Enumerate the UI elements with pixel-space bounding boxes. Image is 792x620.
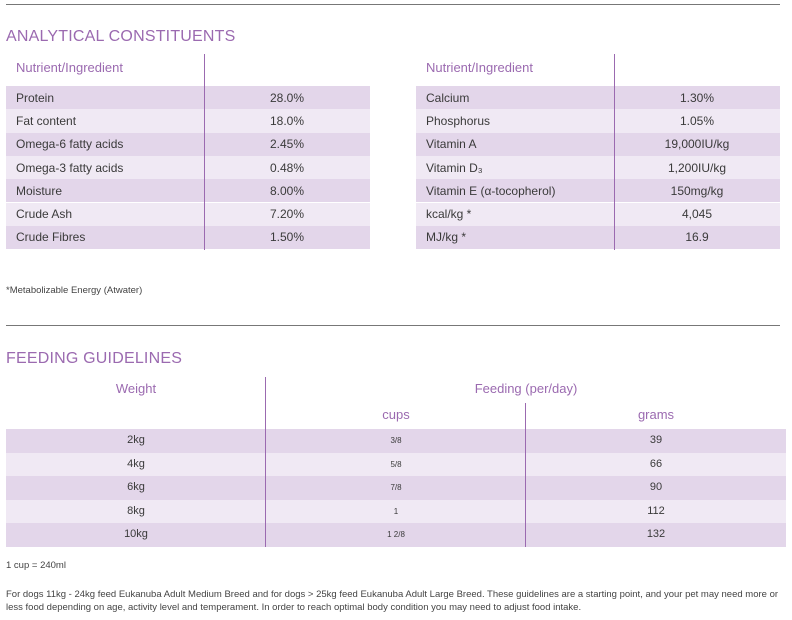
cups-header: cups	[382, 407, 410, 422]
energy-footnote: *Metabolizable Energy (Atwater)	[6, 285, 143, 296]
table-row: 4kg 5/8 66	[6, 452, 786, 477]
nutrient-value: 1.50%	[269, 230, 305, 245]
cups-cell: 3/8	[390, 436, 402, 445]
feeding-advice-paragraph: For dogs 11kg - 24kg feed Eukanuba Adult…	[6, 589, 779, 613]
nutrient-value: 0.48%	[269, 160, 305, 175]
right-table-header: Nutrient/Ingredient	[416, 54, 780, 86]
table-row: Vitamin A 19,000IU/kg	[416, 132, 780, 156]
nutrient-value: 150mg/kg	[670, 183, 724, 198]
nutrient-name: Crude Fibres	[16, 230, 86, 245]
weight-cell: 2kg	[127, 434, 145, 446]
table-row: Crude Ash 7.20%	[6, 202, 370, 226]
nutrient-name: Crude Ash	[16, 207, 73, 222]
grams-cell: 39	[649, 434, 663, 446]
table-row: 2kg 3/8 39	[6, 429, 786, 453]
nutrient-value: 1.30%	[679, 90, 715, 105]
analytical-title: ANALYTICAL CONSTITUENTS	[6, 28, 236, 45]
table-row: Vitamin D₃ 1,200IU/kg	[416, 155, 780, 180]
nutrient-value: 8.00%	[269, 183, 305, 198]
table-row: Phosphorus 1.05%	[416, 109, 780, 133]
table-row: Protein 28.0%	[6, 86, 370, 110]
nutrient-value: 1,200IU/kg	[667, 160, 727, 175]
nutrient-value: 16.9	[685, 230, 709, 245]
feeding-title: FEEDING GUIDELINES	[6, 350, 183, 367]
nutrient-name: Protein	[16, 90, 55, 105]
cups-cell: 1 2/8	[387, 530, 405, 540]
table-row: Omega-6 fatty acids 2.45%	[6, 132, 370, 156]
column-divider	[204, 54, 205, 250]
nutrient-name: Omega-6 fatty acids	[16, 137, 124, 152]
weight-column-divider	[265, 377, 266, 547]
table-row: Moisture 8.00%	[6, 179, 370, 203]
feeding-per-day-header: Feeding (per/day)	[474, 381, 578, 396]
nutrient-value: 7.20%	[269, 207, 305, 222]
table-row: 8kg 1 112	[6, 499, 786, 524]
grams-header: grams	[637, 407, 675, 422]
cup-measure-note: 1 cup = 240ml	[6, 560, 66, 571]
right-header-label: Nutrient/Ingredient	[426, 60, 533, 75]
nutrient-name: Fat content	[16, 113, 77, 128]
nutrient-name: Vitamin A	[426, 137, 477, 152]
table-row: Fat content 18.0%	[6, 109, 370, 133]
grams-cell: 112	[647, 504, 665, 517]
column-divider	[614, 54, 615, 250]
table-row: kcal/kg * 4,045	[416, 202, 780, 226]
grams-cell: 90	[649, 481, 663, 494]
cups-grams-divider	[525, 403, 526, 547]
nutrient-name: Vitamin E (α-tocopherol)	[426, 183, 556, 198]
nutrient-name: Calcium	[426, 90, 470, 105]
nutrient-name: Phosphorus	[426, 113, 491, 128]
cups-cell: 7/8	[390, 483, 402, 493]
nutrient-name: Omega-3 fatty acids	[16, 160, 124, 175]
nutrient-value: 18.0%	[269, 113, 305, 128]
top-divider	[6, 4, 780, 5]
table-row: Omega-3 fatty acids 0.48%	[6, 155, 370, 180]
section-divider	[6, 325, 780, 326]
nutrient-value: 1.05%	[679, 113, 715, 128]
weight-cell: 6kg	[127, 481, 145, 494]
grams-cell: 66	[649, 457, 663, 470]
table-row: Vitamin E (α-tocopherol) 150mg/kg	[416, 179, 780, 203]
table-row: 10kg 1 2/8 132	[6, 523, 786, 547]
table-row: MJ/kg * 16.9	[416, 225, 780, 250]
table-row: 6kg 7/8 90	[6, 476, 786, 500]
analytical-left-table: Nutrient/Ingredient Protein 28.0% Fat co…	[6, 54, 370, 250]
nutrient-value: 19,000IU/kg	[664, 137, 730, 152]
table-row: Crude Fibres 1.50%	[6, 225, 370, 250]
weight-header: Weight	[115, 381, 157, 396]
weight-cell: 4kg	[127, 457, 145, 470]
nutrient-name: Vitamin D₃	[426, 160, 483, 175]
table-row: Calcium 1.30%	[416, 86, 780, 110]
left-header-label: Nutrient/Ingredient	[16, 60, 123, 75]
cups-cell: 5/8	[390, 459, 402, 469]
grams-cell: 132	[646, 528, 666, 541]
nutrient-value: 28.0%	[269, 90, 305, 105]
nutrient-name: Moisture	[16, 183, 63, 198]
nutrient-value: 4,045	[681, 207, 713, 222]
nutrient-name: kcal/kg *	[426, 207, 472, 222]
nutrient-value: 2.45%	[269, 137, 305, 152]
left-table-header: Nutrient/Ingredient	[6, 54, 370, 86]
analytical-right-table: Nutrient/Ingredient Calcium 1.30% Phosph…	[416, 54, 780, 250]
weight-cell: 10kg	[124, 528, 148, 541]
nutrient-name: MJ/kg *	[426, 230, 467, 245]
weight-cell: 8kg	[127, 504, 145, 517]
cups-cell: 1	[393, 506, 399, 516]
